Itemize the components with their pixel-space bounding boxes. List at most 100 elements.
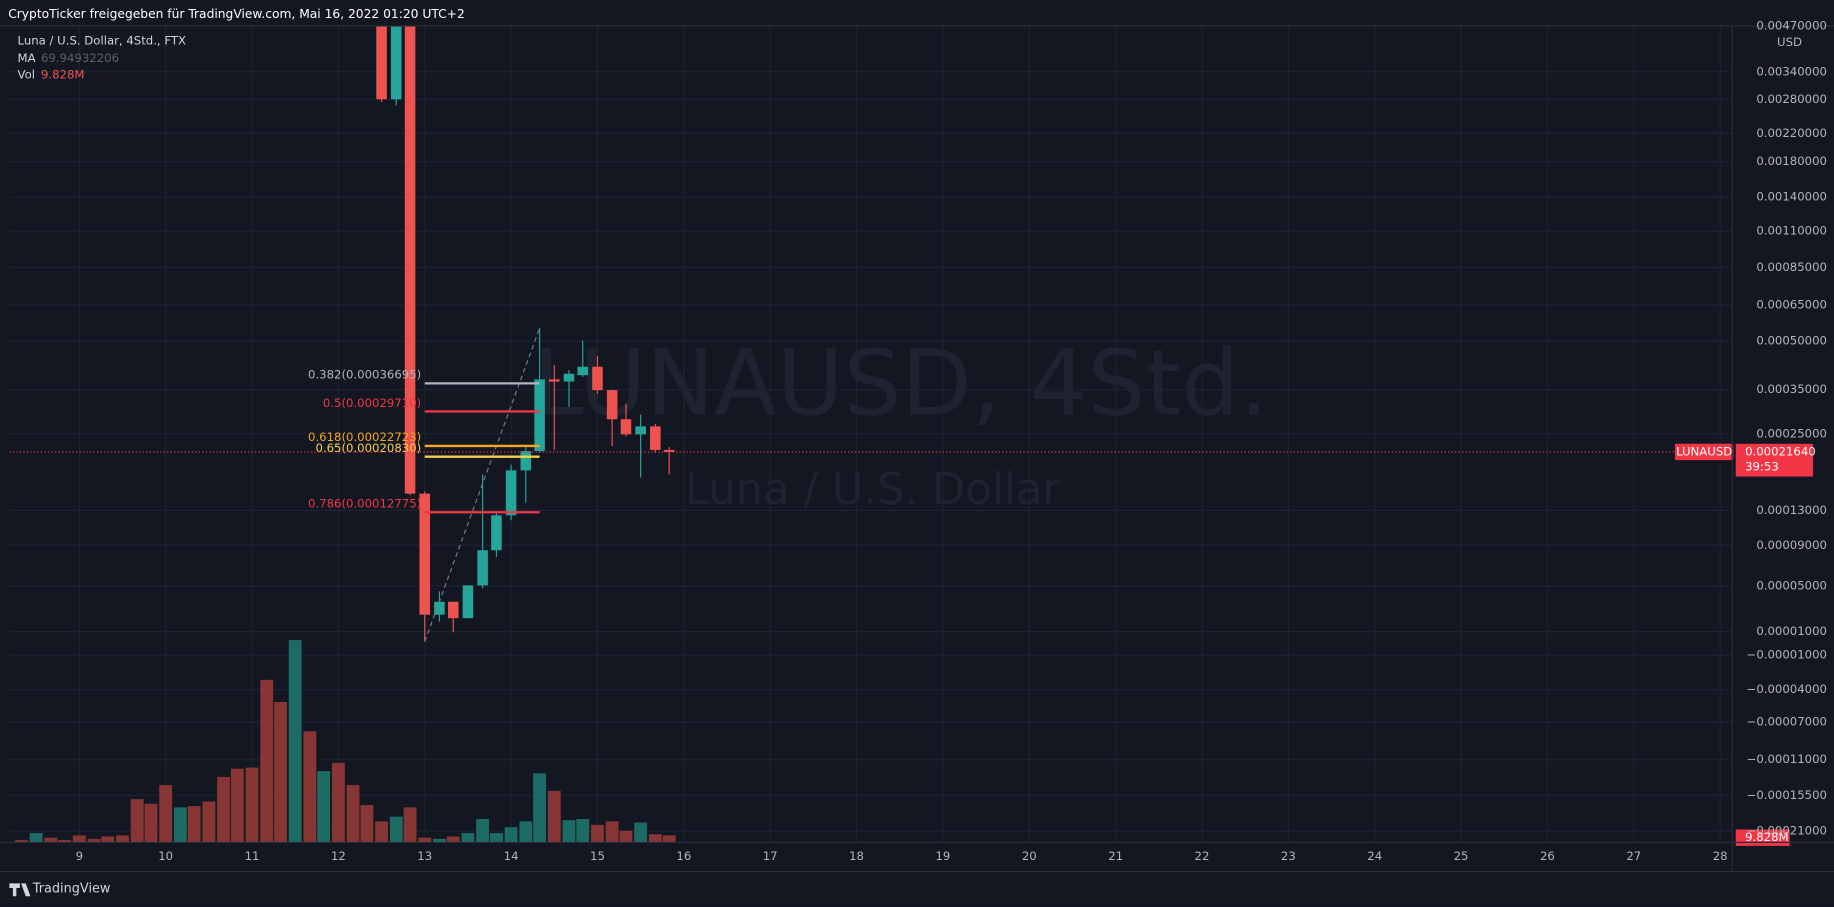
volume-bar	[87, 838, 101, 843]
volume-bar	[547, 790, 561, 843]
candle-body	[376, 25, 387, 100]
candle-body	[419, 493, 431, 615]
y-tick-label: 0.00085000	[1756, 260, 1827, 274]
candle-body	[447, 601, 459, 619]
volume-bar	[274, 702, 287, 843]
legend-title: Luna / U.S. Dollar, 4Std., FTX	[18, 34, 186, 48]
x-tick-label: 20	[1022, 849, 1037, 863]
y-tick-label: −0.00011000	[1747, 752, 1827, 766]
volume-bar	[331, 762, 345, 843]
candle-body	[520, 451, 532, 471]
legend-ma-name: MA	[18, 51, 36, 65]
volume-bar	[389, 816, 403, 843]
candle-body	[563, 373, 575, 382]
fib-level-label: 0.382(0.00036695)	[308, 368, 421, 382]
candle-body	[620, 419, 632, 435]
volume-bar	[489, 833, 503, 843]
volume-bar	[519, 821, 533, 843]
candle-body	[404, 25, 416, 494]
y-tick-label: 0.00220000	[1756, 126, 1827, 140]
fib-level-label: 0.618(0.00022723)	[308, 430, 421, 444]
volume-bar	[303, 731, 317, 843]
y-tick-label: 0.00470000	[1756, 18, 1827, 32]
x-tick-label: 14	[504, 849, 519, 863]
fib-trend-line	[424, 327, 541, 642]
volume-bar	[476, 818, 490, 843]
candle-body	[462, 585, 474, 619]
axes: 0.00470000 0.00340000 0.00280000 0.00220000…	[76, 18, 1827, 862]
last-price-tag	[1735, 443, 1813, 477]
volume-bar	[662, 835, 676, 843]
footer-bar	[0, 871, 1834, 907]
y-unit: USD	[1777, 35, 1802, 49]
volume-bar	[533, 773, 547, 843]
grid	[9, 25, 1733, 843]
x-tick-label: 18	[849, 849, 864, 863]
volume-bar	[144, 803, 158, 843]
volume-bar	[245, 767, 259, 843]
x-tick-label: 9	[76, 849, 83, 863]
legend-vol-value: 9.828M	[41, 68, 85, 82]
volume-pane	[15, 640, 676, 843]
candle-body	[606, 390, 618, 420]
x-tick-label: 12	[331, 849, 346, 863]
candle-body	[663, 449, 675, 452]
volume-bar	[591, 824, 604, 843]
volume-bar	[360, 804, 374, 843]
volume-bar	[15, 840, 28, 843]
watermark-symbol: LUNAUSD, 4Std.	[533, 330, 1268, 437]
x-tick-label: 15	[590, 849, 605, 863]
x-tick-label: 26	[1540, 849, 1555, 863]
y-tick-label: −0.00015500	[1747, 788, 1827, 802]
volume-bar	[217, 776, 230, 843]
y-tick-label: 0.00009000	[1756, 538, 1827, 552]
volume-bar	[461, 833, 475, 843]
candle-body	[477, 550, 488, 586]
y-tick-label: 0.00180000	[1756, 154, 1827, 168]
candle-body	[577, 366, 589, 376]
countdown-label: 39:53	[1745, 460, 1779, 474]
volume-bar	[72, 835, 86, 843]
y-tick-label: 0.00035000	[1756, 382, 1827, 396]
y-tick-label: −0.00001000	[1747, 648, 1827, 662]
watermark-subtitle: Luna / U.S. Dollar	[685, 465, 1061, 515]
y-tick-label: 0.00013000	[1756, 503, 1827, 517]
volume-bar	[130, 799, 144, 843]
candle-body	[592, 366, 603, 391]
y-tick-label: 0.00001000	[1756, 624, 1827, 638]
header-bar	[0, 0, 1834, 26]
volume-bar	[562, 820, 576, 843]
y-tick-label: 0.00025000	[1756, 426, 1827, 440]
fib-level-label: 0.5(0.00029710)	[323, 396, 421, 410]
volume-bar	[116, 835, 129, 843]
volume-bar	[504, 827, 518, 843]
candle-body	[635, 426, 646, 435]
y-tick-label: 0.00280000	[1756, 92, 1827, 106]
volume-tag-label: 9.828M	[1745, 830, 1789, 844]
x-tick-label: 19	[935, 849, 950, 863]
volume-bar	[576, 818, 590, 843]
volume-bar	[260, 679, 274, 843]
x-tick-label: 24	[1367, 849, 1382, 863]
volume-bar	[159, 785, 173, 843]
volume-bar	[605, 821, 619, 843]
candle-body	[650, 426, 661, 450]
candle-body	[534, 379, 545, 452]
volume-bar	[187, 806, 201, 843]
volume-bar	[375, 821, 389, 843]
volume-bar	[648, 834, 662, 843]
x-tick-label: 11	[245, 849, 260, 863]
x-tick-label: 17	[763, 849, 778, 863]
x-tick-label: 21	[1108, 849, 1123, 863]
volume-bar	[634, 822, 648, 843]
volume-bar	[619, 830, 633, 843]
x-tick-label: 25	[1454, 849, 1469, 863]
candle-body	[491, 515, 502, 551]
y-tick-label: −0.00021000	[1747, 824, 1827, 838]
x-tick-label: 23	[1281, 849, 1296, 863]
y-tick-label: 0.00140000	[1756, 190, 1827, 204]
x-tick-label: 22	[1195, 849, 1210, 863]
volume-bar	[288, 640, 302, 843]
